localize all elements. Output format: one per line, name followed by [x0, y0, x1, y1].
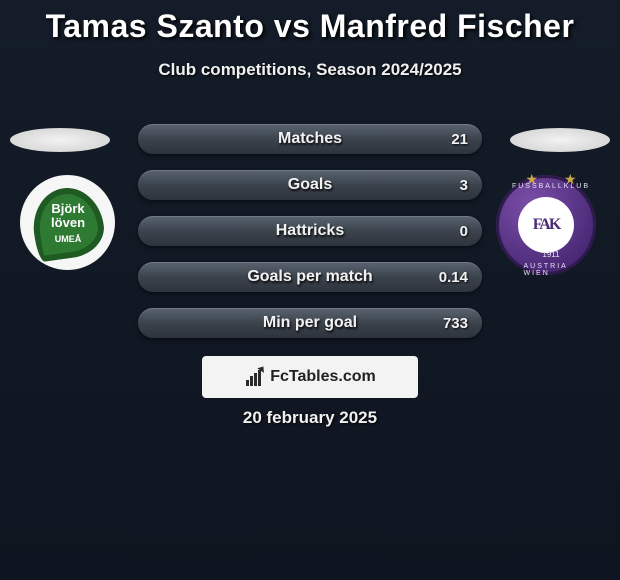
date-label: 20 february 2025	[0, 408, 620, 428]
crest-right-ring-top: FUSSBALLKLUB	[512, 183, 590, 190]
crest-right-ring-bottom: AUSTRIA WIEN	[524, 263, 579, 277]
stat-right-value: 0	[460, 216, 468, 246]
stat-label: Matches	[138, 124, 482, 154]
club-crest-left: Björk löven UMEÅ	[20, 175, 115, 270]
stat-right-value: 3	[460, 170, 468, 200]
crest-right-outer: FUSSBALLKLUB FAK 1911 AUSTRIA WIEN	[496, 175, 596, 275]
stat-right-value: 733	[443, 308, 468, 338]
stats-container: Matches 21 Goals 3 Hattricks 0 Goals per…	[138, 124, 482, 354]
stat-row: Hattricks 0	[138, 216, 482, 246]
stat-right-value: 0.14	[439, 262, 468, 292]
brand-text: FcTables.com	[270, 368, 376, 386]
player-photo-left	[10, 128, 110, 152]
stat-row: Goals per match 0.14	[138, 262, 482, 292]
crest-left-text: Björk löven UMEÅ	[51, 201, 85, 244]
crest-right-monogram: FAK	[533, 216, 560, 234]
crest-left-leaf-icon: Björk löven UMEÅ	[28, 183, 107, 262]
crest-left-line3: UMEÅ	[54, 233, 80, 243]
stat-row: Goals 3	[138, 170, 482, 200]
club-crest-right: ★★ FUSSBALLKLUB FAK 1911 AUSTRIA WIEN	[496, 175, 606, 285]
page-title: Tamas Szanto vs Manfred Fischer	[0, 8, 620, 45]
stat-label: Min per goal	[138, 308, 482, 338]
stat-label: Goals	[138, 170, 482, 200]
stat-label: Hattricks	[138, 216, 482, 246]
crest-right-inner: FAK	[518, 197, 574, 253]
stat-right-value: 21	[451, 124, 468, 154]
branding-badge: FcTables.com	[202, 356, 418, 398]
player-photo-right	[510, 128, 610, 152]
stat-label: Goals per match	[138, 262, 482, 292]
brand-chart-icon	[244, 368, 264, 386]
crest-left-line2: löven	[51, 214, 85, 229]
stat-row: Min per goal 733	[138, 308, 482, 338]
stat-row: Matches 21	[138, 124, 482, 154]
crest-right-year: 1911	[542, 250, 559, 259]
crest-left-line1: Björk	[51, 200, 84, 215]
subtitle: Club competitions, Season 2024/2025	[0, 60, 620, 80]
crest-left-circle: Björk löven UMEÅ	[20, 175, 115, 270]
